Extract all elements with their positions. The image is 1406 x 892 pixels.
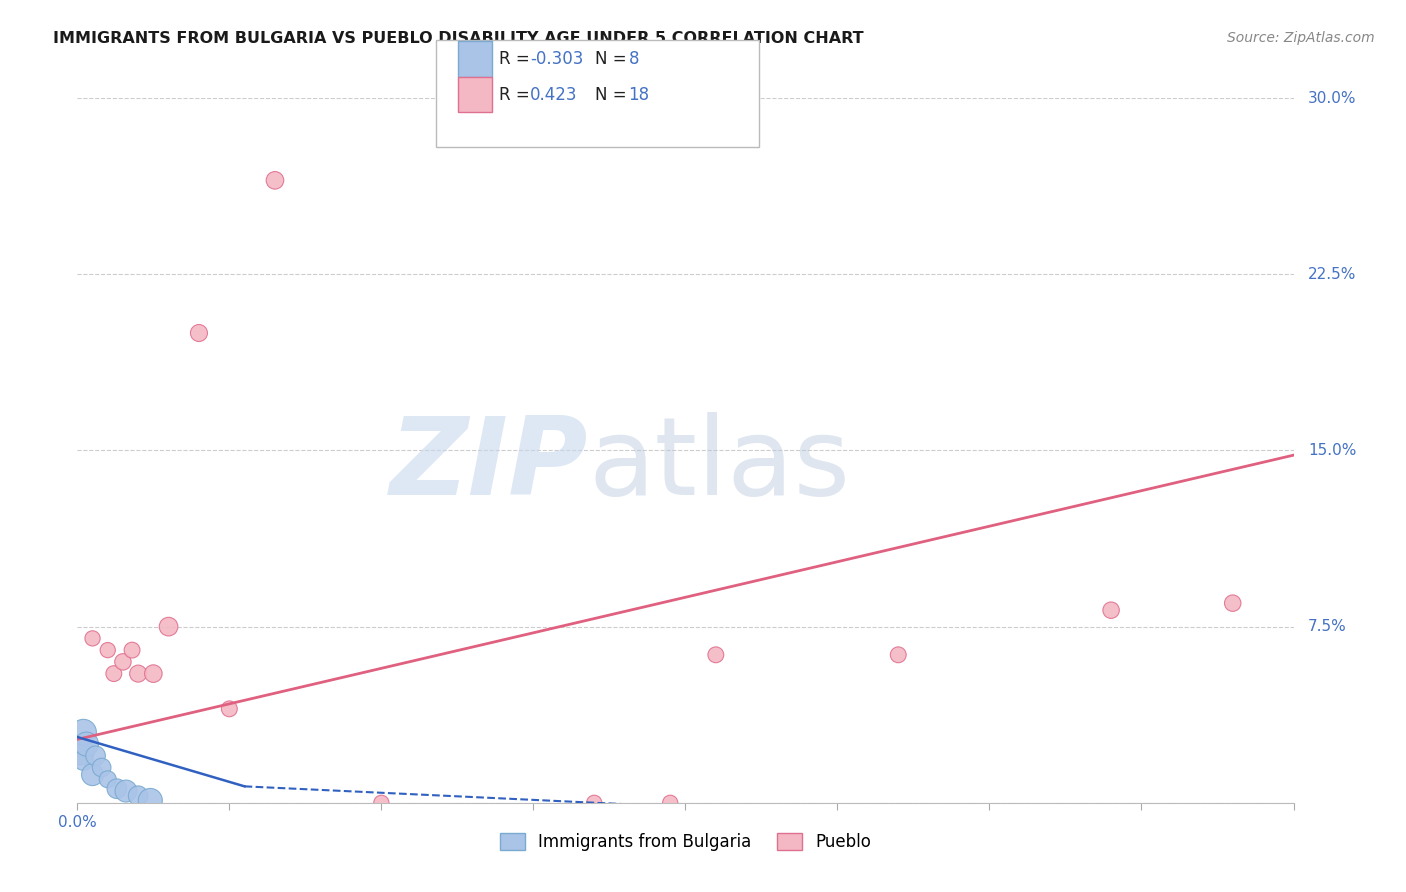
Point	[887, 648, 910, 662]
Point	[264, 173, 287, 187]
Point	[82, 632, 104, 646]
Legend: Immigrants from Bulgaria, Pueblo: Immigrants from Bulgaria, Pueblo	[494, 826, 877, 858]
Text: 0.423: 0.423	[530, 86, 578, 103]
Text: atlas: atlas	[588, 411, 851, 517]
Point	[84, 748, 107, 763]
Point	[157, 619, 180, 633]
Point	[127, 666, 149, 681]
Text: N =: N =	[595, 86, 631, 103]
Point	[142, 666, 165, 681]
Text: Source: ZipAtlas.com: Source: ZipAtlas.com	[1227, 31, 1375, 45]
Point	[105, 781, 128, 796]
Point	[90, 760, 112, 774]
Point	[111, 655, 134, 669]
Point	[69, 744, 91, 758]
Text: 7.5%: 7.5%	[1308, 619, 1347, 634]
Point	[103, 666, 125, 681]
Point	[218, 702, 240, 716]
Point	[127, 789, 149, 803]
Text: N =: N =	[595, 50, 631, 68]
Point	[72, 754, 94, 768]
Point	[188, 326, 211, 340]
Text: 22.5%: 22.5%	[1308, 267, 1357, 282]
Text: IMMIGRANTS FROM BULGARIA VS PUEBLO DISABILITY AGE UNDER 5 CORRELATION CHART: IMMIGRANTS FROM BULGARIA VS PUEBLO DISAB…	[53, 31, 865, 46]
Text: 15.0%: 15.0%	[1308, 443, 1357, 458]
Point	[704, 648, 727, 662]
Point	[1099, 603, 1122, 617]
Text: R =: R =	[499, 50, 536, 68]
Point	[139, 793, 162, 807]
Point	[659, 796, 682, 810]
Point	[1222, 596, 1244, 610]
Point	[583, 796, 606, 810]
Point	[82, 767, 104, 781]
Point	[75, 737, 97, 751]
Text: 18: 18	[628, 86, 650, 103]
Point	[72, 725, 94, 739]
Point	[370, 796, 392, 810]
Text: 8: 8	[628, 50, 638, 68]
Text: R =: R =	[499, 86, 536, 103]
Point	[121, 643, 143, 657]
Text: -0.303: -0.303	[530, 50, 583, 68]
Point	[97, 643, 120, 657]
Text: 0.0%: 0.0%	[58, 815, 97, 830]
Point	[115, 784, 138, 798]
Point	[97, 772, 120, 787]
Text: 30.0%: 30.0%	[1308, 91, 1357, 105]
Text: ZIP: ZIP	[389, 411, 588, 517]
